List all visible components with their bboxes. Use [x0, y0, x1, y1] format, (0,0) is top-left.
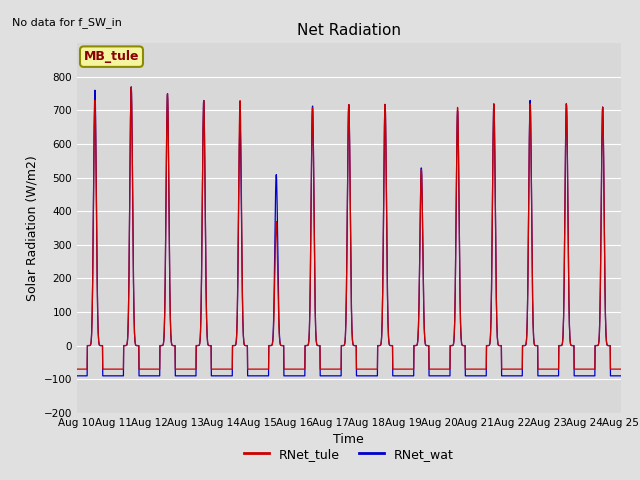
- X-axis label: Time: Time: [333, 433, 364, 446]
- RNet_wat: [73, 373, 81, 379]
- RNet_tule: [376, 342, 384, 348]
- Legend: RNet_tule, RNet_wat: RNet_tule, RNet_wat: [239, 443, 459, 466]
- Title: Net Radiation: Net Radiation: [297, 23, 401, 38]
- Line: RNet_tule: RNet_tule: [77, 87, 621, 369]
- RNet_tule: [73, 366, 81, 372]
- RNet_tule: [584, 366, 592, 372]
- RNet_wat: [127, 84, 135, 90]
- RNet_tule: [225, 366, 232, 372]
- RNet_tule: [127, 84, 135, 90]
- RNet_wat: [569, 343, 577, 348]
- RNet_tule: [365, 366, 372, 372]
- RNet_wat: [225, 373, 232, 379]
- RNet_wat: [507, 373, 515, 379]
- RNet_tule: [617, 366, 625, 372]
- RNet_tule: [507, 366, 515, 372]
- RNet_wat: [365, 373, 372, 379]
- Text: MB_tule: MB_tule: [84, 50, 140, 63]
- RNet_wat: [584, 373, 592, 379]
- Text: No data for f_SW_in: No data for f_SW_in: [12, 17, 122, 28]
- Line: RNet_wat: RNet_wat: [77, 87, 621, 376]
- RNet_wat: [376, 342, 384, 348]
- RNet_tule: [569, 343, 577, 348]
- RNet_wat: [617, 373, 625, 379]
- Y-axis label: Solar Radiation (W/m2): Solar Radiation (W/m2): [25, 155, 38, 301]
